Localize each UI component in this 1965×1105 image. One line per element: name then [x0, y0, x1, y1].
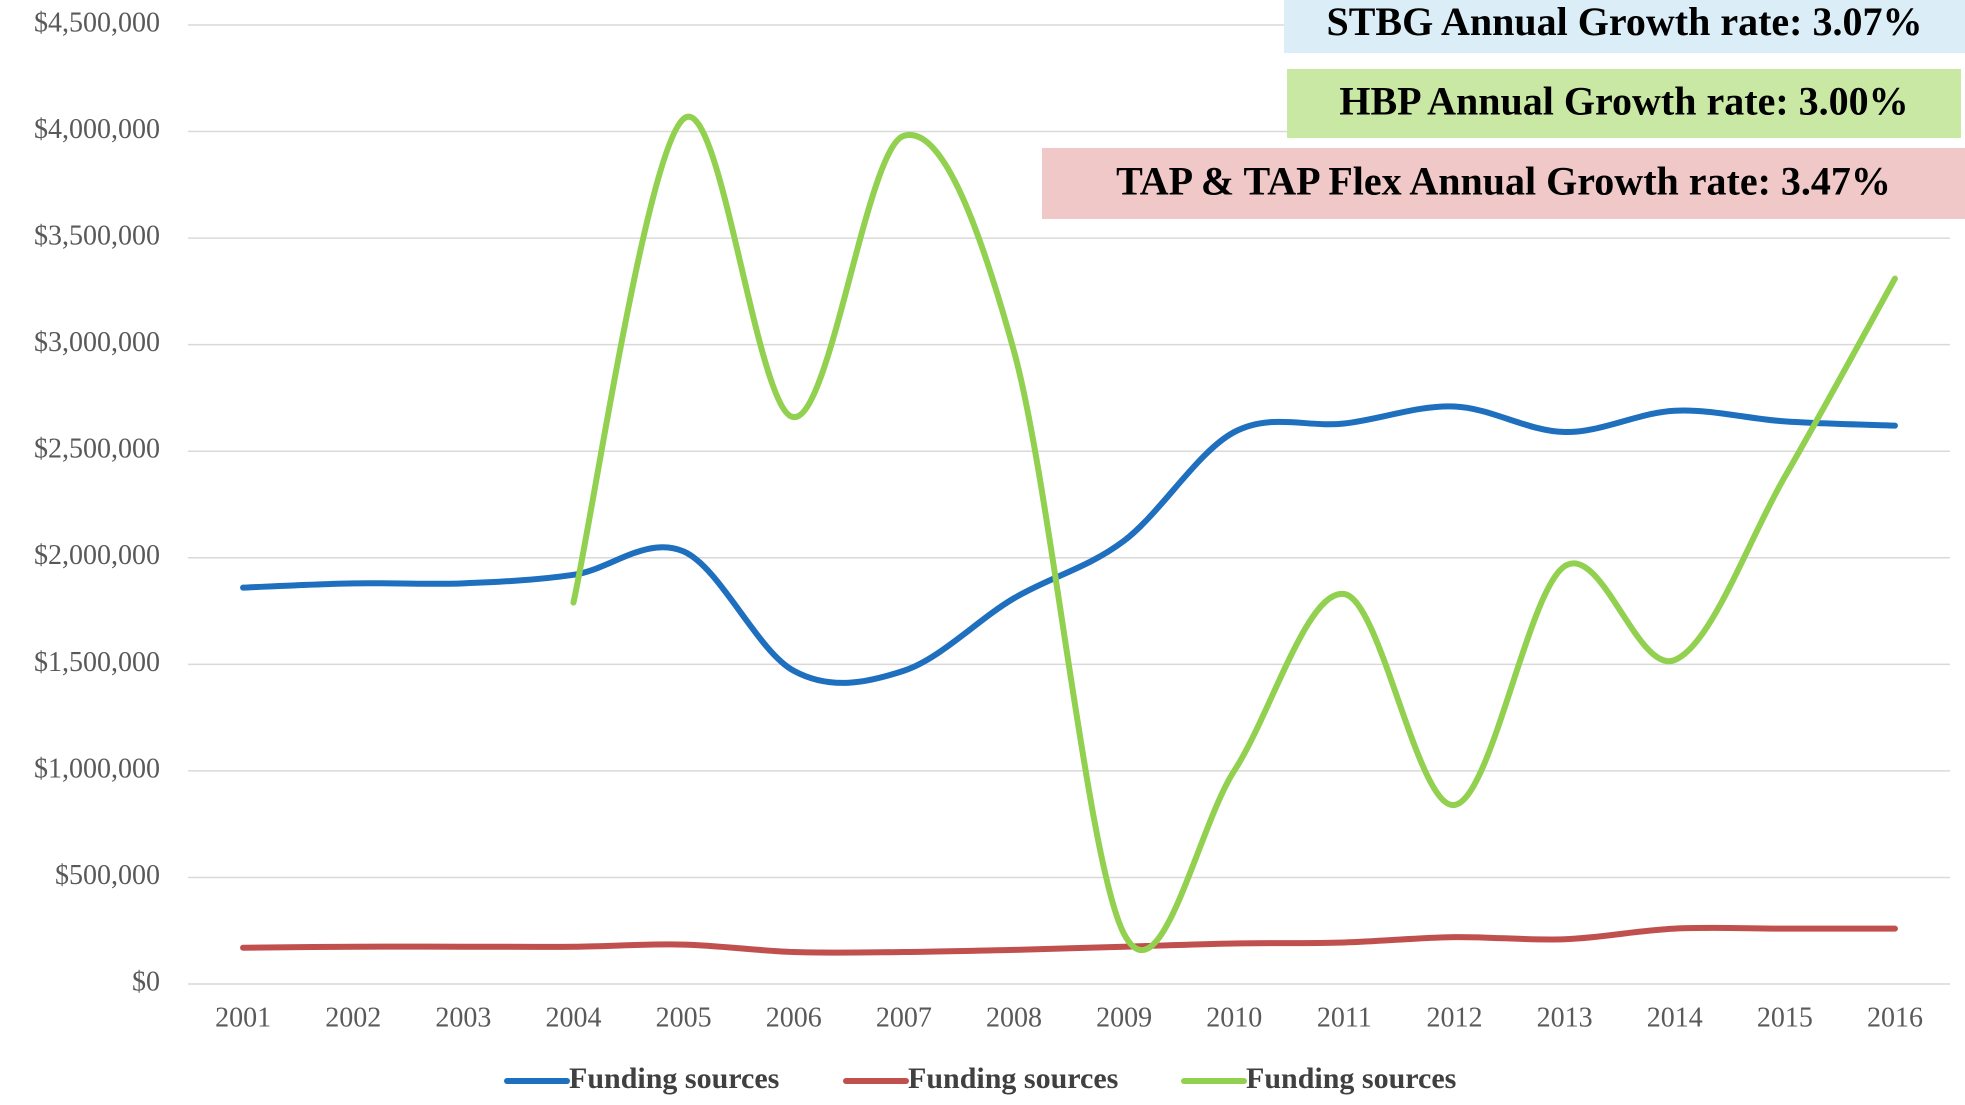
y-tick-label: $0: [132, 966, 160, 997]
x-tick-label: 2007: [876, 1002, 932, 1033]
annotation-box: [1287, 69, 1961, 138]
x-tick-label: 2011: [1317, 1002, 1372, 1033]
annotation-text: TAP & TAP Flex Annual Growth rate: 3.47%: [1116, 159, 1891, 204]
series-line: [240, 924, 1898, 956]
y-tick-label: $1,000,000: [34, 753, 160, 784]
x-tick-label: 2009: [1096, 1002, 1152, 1033]
y-tick-label: $500,000: [55, 860, 160, 891]
annotation-text: HBP Annual Growth rate: 3.00%: [1339, 79, 1908, 124]
x-tick-label: 2006: [766, 1002, 822, 1033]
annotation-box: [1042, 148, 1965, 219]
legend-label: Funding sources: [1246, 1062, 1456, 1095]
series-line: [240, 403, 1898, 686]
y-tick-label: $3,000,000: [34, 327, 160, 358]
x-tick-label: 2003: [435, 1002, 491, 1033]
y-tick-label: $2,000,000: [34, 540, 160, 571]
x-tick-label: 2013: [1537, 1002, 1593, 1033]
x-tick-label: 2004: [545, 1002, 601, 1033]
y-tick-label: $2,500,000: [34, 434, 160, 465]
x-tick-label: 2015: [1757, 1002, 1813, 1033]
annotation-box: [1284, 0, 1965, 53]
x-tick-label: 2005: [656, 1002, 712, 1033]
legend-label: Funding sources: [569, 1062, 779, 1095]
x-tick-label: 2016: [1867, 1002, 1923, 1033]
annotation-text: STBG Annual Growth rate: 3.07%: [1327, 0, 1923, 44]
y-tick-label: $1,500,000: [34, 647, 160, 678]
y-tick-label: $3,500,000: [34, 221, 160, 252]
x-tick-label: 2010: [1206, 1002, 1262, 1033]
x-tick-label: 2001: [215, 1002, 271, 1033]
series-line: [570, 113, 1898, 954]
x-tick-label: 2014: [1647, 1002, 1703, 1033]
x-tick-label: 2012: [1426, 1002, 1482, 1033]
legend-label: Funding sources: [908, 1062, 1118, 1095]
y-tick-label: $4,500,000: [34, 7, 160, 38]
x-tick-label: 2002: [325, 1002, 381, 1033]
y-tick-label: $4,000,000: [34, 114, 160, 145]
x-tick-label: 2008: [986, 1002, 1042, 1033]
